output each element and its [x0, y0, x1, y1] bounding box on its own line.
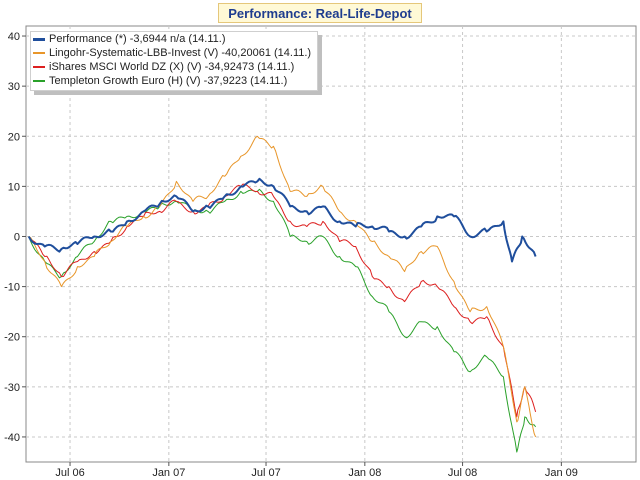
- plot-area: [25, 25, 637, 463]
- legend: Performance (*) -3,6944 n/a (14.11.) Ling…: [30, 31, 319, 91]
- y-tick-label: -20: [4, 332, 20, 344]
- legend-label: Templeton Growth Euro (H) (V) -37,9223 (…: [49, 75, 288, 87]
- x-tick-label: Jan 08: [348, 467, 381, 479]
- legend-entry: Lingohr-Systematic-LBB-Invest (V) -40,20…: [33, 46, 311, 60]
- y-tick-label: 40: [8, 31, 20, 43]
- x-axis: Jul 06 Jan 07 Jul 07 Jan 08 Jul 08 Jan 09: [55, 462, 578, 479]
- x-tick-label: Jul 06: [55, 467, 84, 479]
- y-tick-label: -10: [4, 282, 20, 294]
- legend-swatch: [33, 52, 45, 54]
- y-tick-label: 20: [8, 131, 20, 143]
- y-tick-label: -40: [4, 432, 20, 444]
- chart-title: Performance: Real-Life-Depot: [218, 3, 422, 23]
- y-tick-label: -30: [4, 382, 20, 394]
- y-tick-label: 0: [14, 231, 20, 243]
- legend-swatch: [33, 37, 45, 41]
- series-line-3: [28, 188, 537, 453]
- x-tick-label: Jan 07: [152, 467, 185, 479]
- legend-swatch: [33, 80, 45, 82]
- series-line-0: [27, 177, 537, 263]
- series-lines: [27, 135, 537, 453]
- grid-lines: [26, 26, 636, 462]
- y-axis: 40 30 20 10 0 -10 -20 -30 -40: [4, 31, 26, 444]
- legend-entry: Performance (*) -3,6944 n/a (14.11.): [33, 32, 311, 46]
- x-tick-label: Jan 09: [545, 467, 578, 479]
- legend-label: Performance (*) -3,6944 n/a (14.11.): [49, 33, 226, 45]
- legend-swatch: [33, 66, 45, 68]
- y-tick-label: 10: [8, 181, 20, 193]
- legend-label: Lingohr-Systematic-LBB-Invest (V) -40,20…: [49, 47, 312, 59]
- y-tick-label: 30: [8, 81, 20, 93]
- legend-entry: iShares MSCI World DZ (X) (V) -34,92473 …: [33, 60, 311, 74]
- legend-entry: Templeton Growth Euro (H) (V) -37,9223 (…: [33, 74, 311, 88]
- legend-label: iShares MSCI World DZ (X) (V) -34,92473 …: [49, 61, 295, 73]
- x-tick-label: Jul 08: [448, 467, 477, 479]
- x-tick-label: Jul 07: [251, 467, 280, 479]
- series-line-1: [28, 135, 537, 438]
